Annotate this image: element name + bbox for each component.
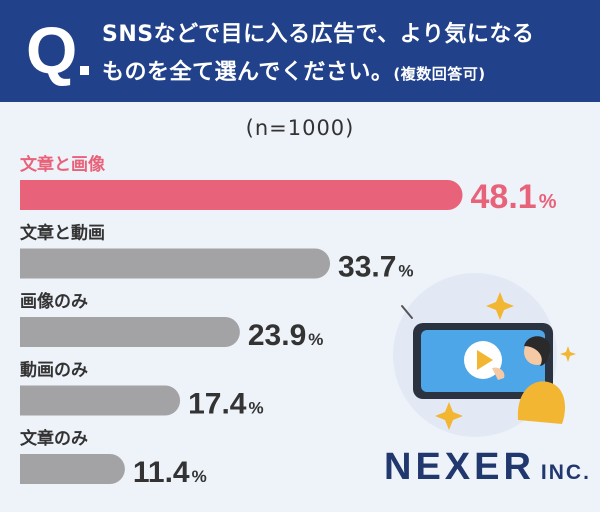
value-label: 17.4% <box>188 388 264 421</box>
spark-line-icon <box>401 305 413 319</box>
bar <box>20 385 181 416</box>
bars-group: 文章と画像 48.1 % 文章と動画 33.7 % 画像のみ 23.9 % 動画のみ 17.4 % 文章… <box>20 154 557 489</box>
sparkle-icon <box>560 346 576 362</box>
question-line-2: ものを全て選んでください。(複数回答可) <box>102 54 486 86</box>
category-label: 文章と動画 <box>20 223 105 244</box>
bar <box>20 248 331 279</box>
brand-name: NEXER <box>384 446 535 488</box>
category-label: 文章と画像 <box>20 154 106 175</box>
sparkle-icon <box>435 402 463 430</box>
sample-size: (n=1000) <box>245 116 355 140</box>
value-label: 11.4% <box>133 456 207 489</box>
value-label: 33.7% <box>338 251 414 284</box>
bar <box>20 317 240 347</box>
play-icon <box>477 350 493 370</box>
person-shirt <box>517 381 566 424</box>
value-label: 48.1% <box>471 178 557 216</box>
value-label: 23.9% <box>248 319 324 352</box>
sparkle-icon <box>486 292 514 320</box>
bar <box>20 454 125 484</box>
person-hair <box>524 336 551 366</box>
question-note: (複数回答可) <box>393 65 486 83</box>
person-hand <box>492 367 505 380</box>
category-label: 動画のみ <box>20 360 88 381</box>
q-mark: Q <box>26 13 78 87</box>
category-label: 文章のみ <box>20 428 88 449</box>
question-line-1: SNSなどで目に入る広告で、より気になる <box>102 22 535 47</box>
brand-logo: NEXER INC. <box>384 446 591 489</box>
brand-suffix: INC. <box>540 461 591 484</box>
question-header: Q SNSなどで目に入る広告で、より気になる ものを全て選んでください。(複数回… <box>0 0 600 102</box>
q-dot <box>80 66 89 75</box>
category-label: 画像のみ <box>20 292 88 312</box>
phone-illustration <box>393 273 576 437</box>
question-line-2-text: ものを全て選んでください。 <box>102 60 394 85</box>
bar <box>20 180 463 210</box>
